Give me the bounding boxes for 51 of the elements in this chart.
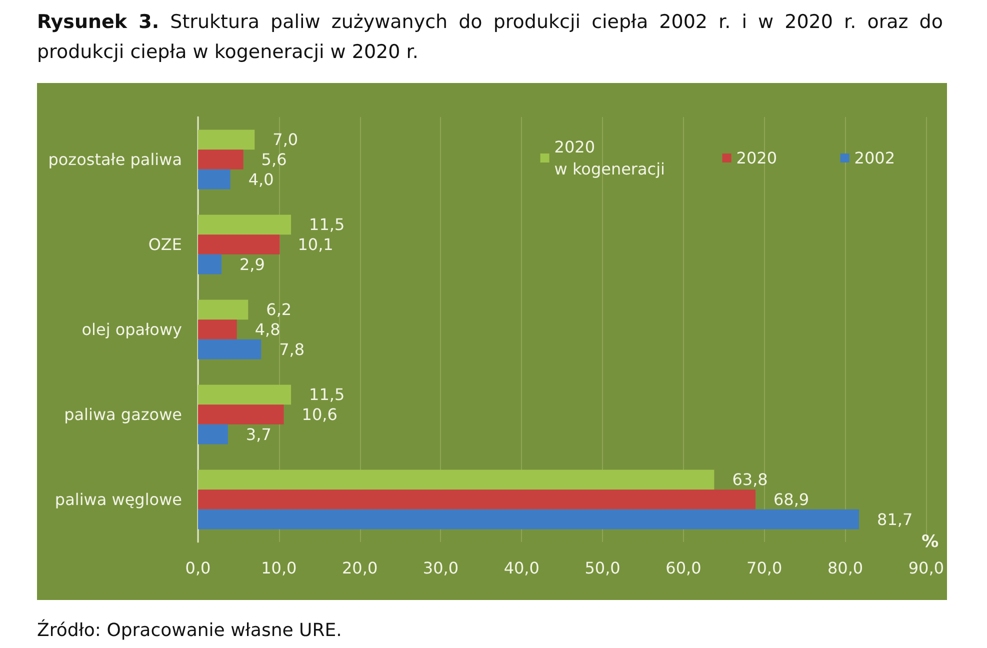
- bar: [198, 150, 244, 170]
- x-tick-label: 20,0: [342, 558, 378, 578]
- bar: [198, 234, 280, 254]
- y-tick-label: pozostałe paliwa: [48, 150, 182, 169]
- data-label: 3,7: [246, 424, 272, 444]
- bar: [198, 130, 255, 150]
- x-tick-label: 80,0: [827, 558, 864, 578]
- data-label: 11,5: [309, 385, 345, 404]
- data-label: 7,0: [272, 130, 298, 150]
- y-tick-label: OZE: [148, 235, 182, 254]
- y-tick-label: olej opałowy: [82, 320, 182, 339]
- legend-label: 2020: [736, 148, 777, 168]
- x-tick-label: 70,0: [746, 558, 782, 578]
- data-label: 6,2: [266, 300, 292, 320]
- bar: [198, 384, 292, 405]
- x-tick-label: 10,0: [261, 558, 297, 578]
- chart-title: Rysunek 3. Struktura paliw zużywanych do produkcji ciepła 2002 r. i w 2020 r. oraz do produkcji ciepła w kogeneracji w 2020 r.: [37, 10, 943, 65]
- x-tick-label: 60,0: [666, 558, 702, 578]
- x-tick-label: 90,0: [908, 558, 944, 578]
- bar: [198, 300, 248, 320]
- data-label: 81,7: [877, 510, 913, 529]
- bar: [198, 169, 230, 190]
- y-tick-label: paliwa węglowe: [54, 490, 182, 509]
- data-label: 10,1: [298, 235, 334, 254]
- data-label: 4,8: [254, 320, 280, 339]
- bar: [198, 214, 292, 235]
- data-label: 2,9: [239, 254, 265, 274]
- data-label: 68,9: [773, 490, 810, 509]
- bar: [198, 509, 860, 530]
- bar: [198, 424, 228, 444]
- data-label: 63,8: [732, 470, 768, 490]
- text: Źródło: Opracowanie własne URE.: [37, 620, 342, 641]
- bar: [198, 339, 262, 360]
- data-label: 10,6: [302, 405, 338, 424]
- legend-label: 2020 w kogeneracji: [554, 138, 665, 178]
- data-label: 7,8: [279, 340, 305, 359]
- bar: [198, 404, 284, 424]
- legend-label: 2002: [854, 148, 895, 168]
- y-tick-label: paliwa gazowe: [64, 405, 182, 424]
- x-axis-title: %: [922, 532, 939, 552]
- data-label: 5,6: [261, 150, 287, 169]
- bar: [198, 470, 714, 490]
- x-tick-label: 40,0: [504, 558, 540, 578]
- data-label: 11,5: [309, 215, 345, 234]
- bar: [198, 490, 756, 510]
- bar: [198, 254, 222, 274]
- x-tick-label: 0,0: [185, 558, 211, 578]
- x-tick-label: 50,0: [584, 558, 620, 578]
- bar: [198, 320, 237, 340]
- data-label: 4,0: [248, 170, 274, 189]
- x-tick-label: 30,0: [422, 558, 459, 578]
